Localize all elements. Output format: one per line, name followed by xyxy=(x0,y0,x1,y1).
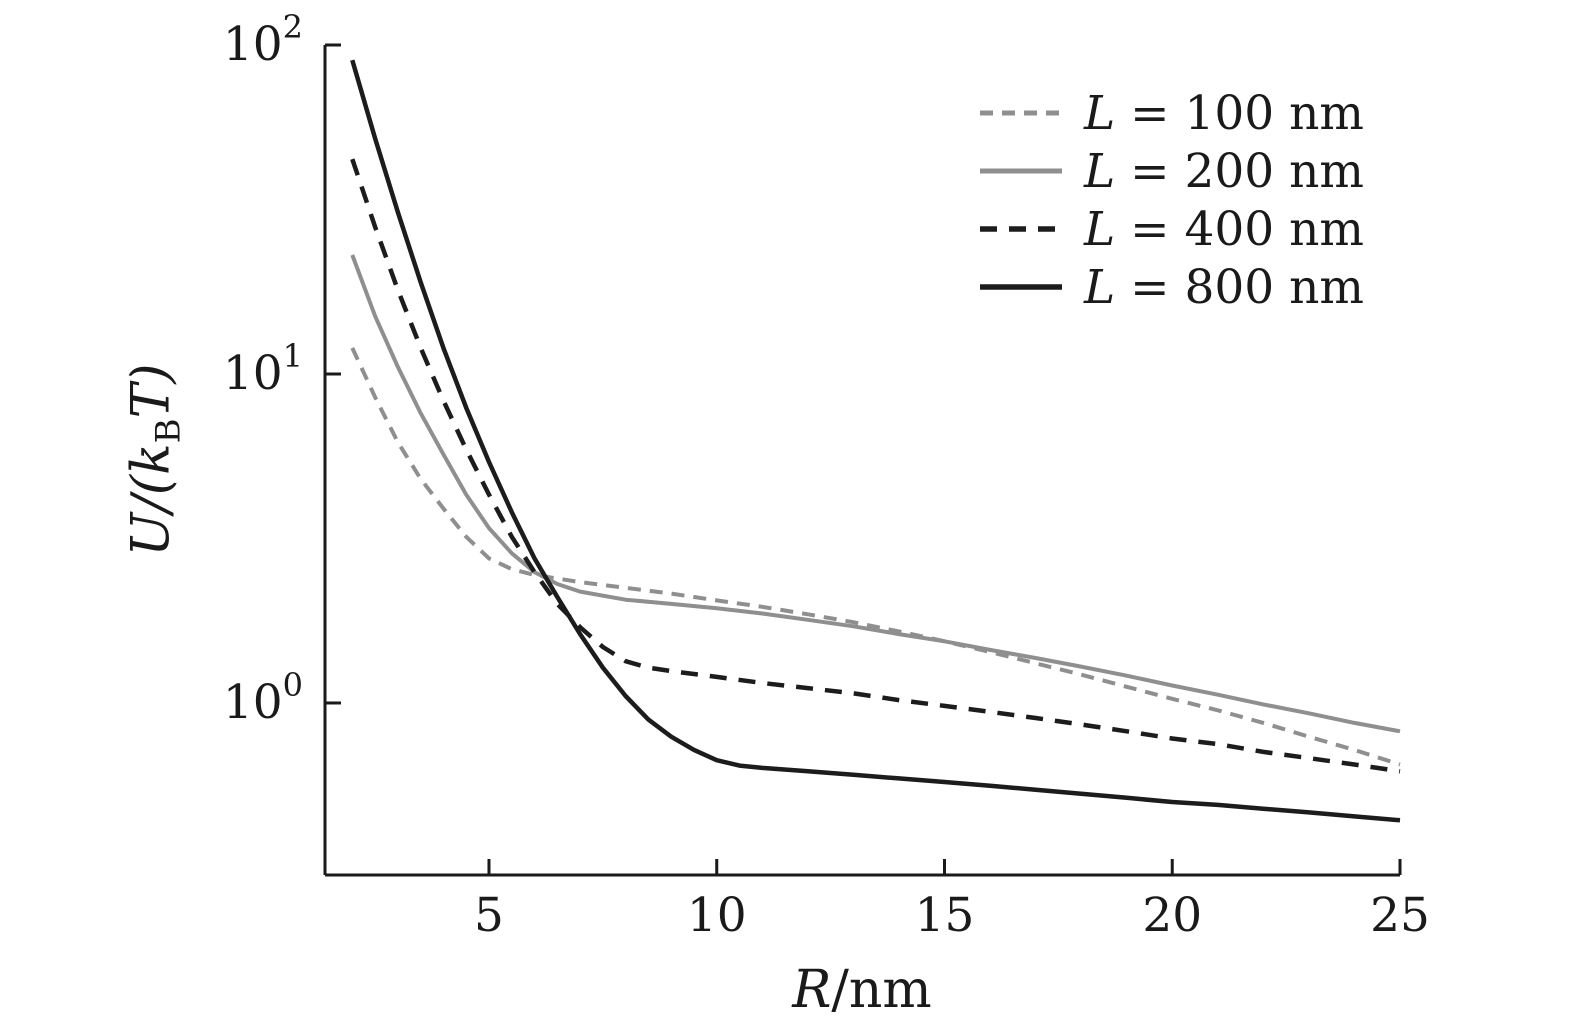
x-tick-label: 5 xyxy=(474,888,504,943)
legend-item-L800: L = 800 nm xyxy=(980,259,1364,315)
x-tick-label: 15 xyxy=(915,888,975,943)
legend-item-L400: L = 400 nm xyxy=(980,201,1364,257)
y-tick-label: 102 xyxy=(223,8,303,72)
legend-label: L = 200 nm xyxy=(1084,143,1364,199)
x-axis-label: R/nm xyxy=(792,960,931,1020)
legend-line-swatch xyxy=(980,168,1062,174)
legend-item-L100: L = 100 nm xyxy=(980,85,1364,141)
series-line-L100 xyxy=(350,347,1401,767)
y-axis-label: U/(kBT) xyxy=(121,363,188,556)
legend-label: L = 800 nm xyxy=(1084,259,1364,315)
x-axis-label-var: R xyxy=(792,960,832,1020)
legend: L = 100 nm L = 200 nm L = 400 nm L = 800 nm xyxy=(980,85,1364,315)
legend-line-swatch xyxy=(980,110,1062,116)
y-tick-label: 100 xyxy=(223,666,303,730)
series-line-L200 xyxy=(350,254,1401,734)
legend-line-swatch xyxy=(980,284,1062,290)
series-line-L400 xyxy=(350,158,1401,774)
legend-item-L200: L = 200 nm xyxy=(980,143,1364,199)
x-tick-label: 20 xyxy=(1142,888,1202,943)
legend-label: L = 400 nm xyxy=(1084,201,1364,257)
legend-label: L = 100 nm xyxy=(1084,85,1364,141)
y-axis-label-pre: U/(k xyxy=(121,443,182,557)
series-line-L800 xyxy=(350,59,1401,823)
x-axis-label-rest: /nm xyxy=(831,960,932,1020)
y-axis-label-sub: B xyxy=(148,418,189,444)
x-tick-label: 25 xyxy=(1370,888,1430,943)
y-axis-label-post: T) xyxy=(121,363,182,419)
x-tick-label: 10 xyxy=(687,888,747,943)
y-tick-label: 101 xyxy=(223,337,303,401)
legend-line-swatch xyxy=(980,226,1062,232)
